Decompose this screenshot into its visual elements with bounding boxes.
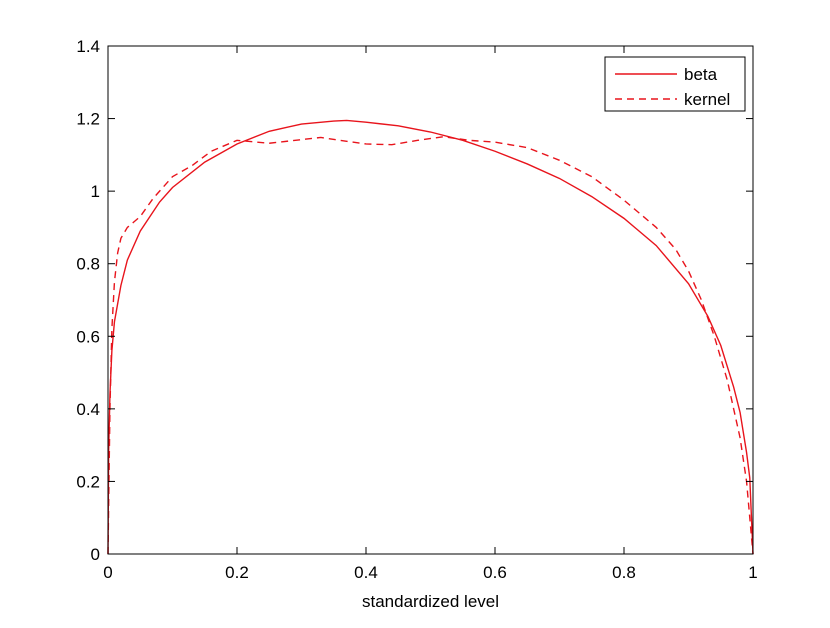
x-tick-label: 0 xyxy=(103,563,112,582)
series-line-beta xyxy=(107,119,754,555)
x-tick-label: 0.8 xyxy=(612,563,636,582)
legend-label-kernel: kernel xyxy=(684,90,730,109)
axes-frame xyxy=(107,45,754,555)
y-tick-label: 0.4 xyxy=(76,400,100,419)
y-tick-label: 0 xyxy=(91,545,100,564)
x-tick-label: 0.6 xyxy=(483,563,507,582)
legend-label-beta: beta xyxy=(684,65,718,84)
y-tick-label: 0.8 xyxy=(76,255,100,274)
y-tick-label: 0.6 xyxy=(76,327,100,346)
y-tick-label: 1 xyxy=(91,182,100,201)
legend-box xyxy=(604,56,746,112)
legend: beta kernel xyxy=(604,56,746,112)
series-line-kernel xyxy=(107,136,754,555)
y-tick-label: 1.4 xyxy=(76,37,100,56)
x-tick-label: 0.2 xyxy=(225,563,249,582)
x-tick-label: 1 xyxy=(748,563,757,582)
y-tick-label: 0.2 xyxy=(76,472,100,491)
y-tick-label: 1.2 xyxy=(76,110,100,129)
x-axis-label: standardized level xyxy=(362,592,499,611)
x-tick-label: 0.4 xyxy=(354,563,378,582)
